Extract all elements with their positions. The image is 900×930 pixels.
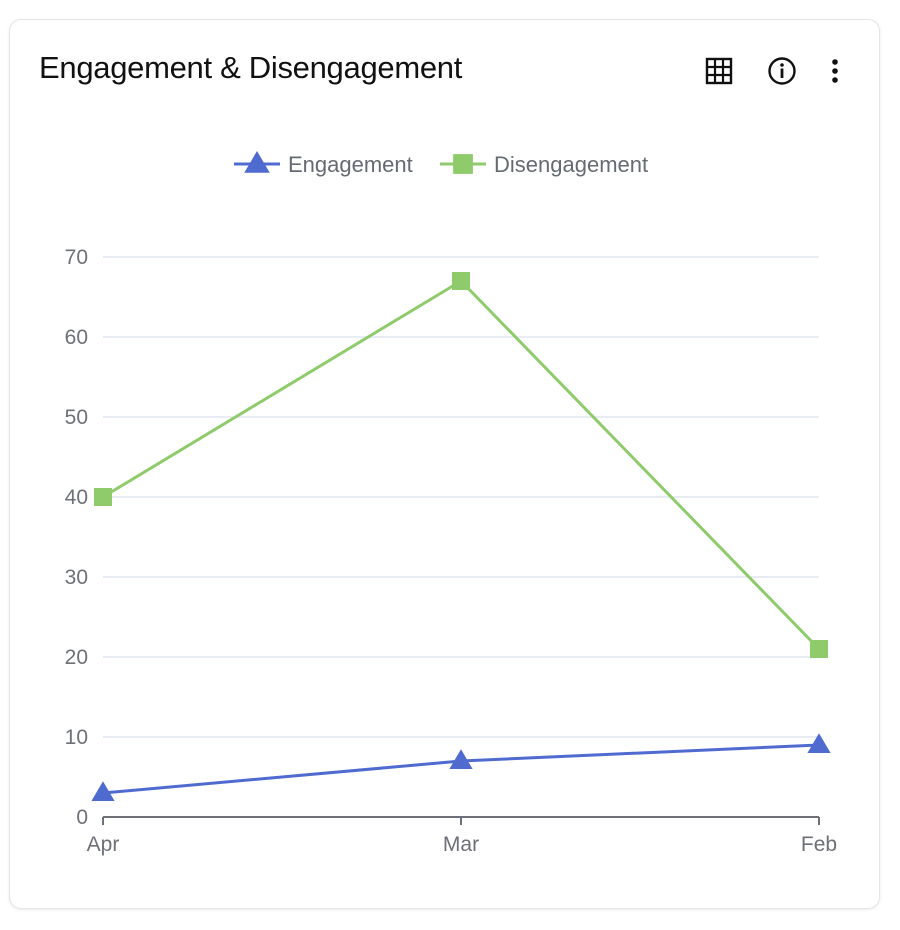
x-tick-label: Apr — [87, 833, 120, 856]
series-line-disengagement — [102, 279, 821, 651]
more-vertical-icon — [832, 59, 838, 83]
table-view-button[interactable] — [702, 54, 736, 88]
legend-marker-engagement — [244, 151, 270, 173]
y-tick-label: 70 — [65, 246, 88, 269]
y-tick-label: 30 — [65, 566, 88, 589]
legend-marker-disengagement — [453, 154, 473, 174]
y-tick-label: 50 — [65, 406, 88, 429]
data-point-engagement — [807, 733, 831, 753]
table-grid-icon — [705, 57, 733, 85]
x-tick-label: Mar — [443, 833, 479, 856]
y-tick-label: 40 — [65, 486, 88, 509]
y-tick-label: 20 — [65, 646, 88, 669]
legend-label-engagement: Engagement — [288, 152, 413, 177]
y-tick-label: 10 — [65, 726, 88, 749]
data-point-disengagement — [94, 488, 112, 506]
x-tick-label: Feb — [801, 833, 837, 856]
data-point-engagement — [449, 749, 473, 769]
more-options-button[interactable] — [818, 54, 852, 88]
data-point-disengagement — [810, 640, 828, 658]
info-icon — [768, 57, 796, 85]
card-title: Engagement & Disengagement — [39, 50, 463, 85]
chart-card: Engagement & Disengagement — [9, 19, 880, 909]
data-point-disengagement — [452, 272, 470, 290]
legend-label-disengagement: Disengagement — [494, 152, 648, 177]
y-tick-label: 0 — [76, 806, 88, 829]
y-tick-label: 60 — [65, 326, 88, 349]
data-point-engagement — [91, 781, 115, 801]
info-button[interactable] — [765, 54, 799, 88]
